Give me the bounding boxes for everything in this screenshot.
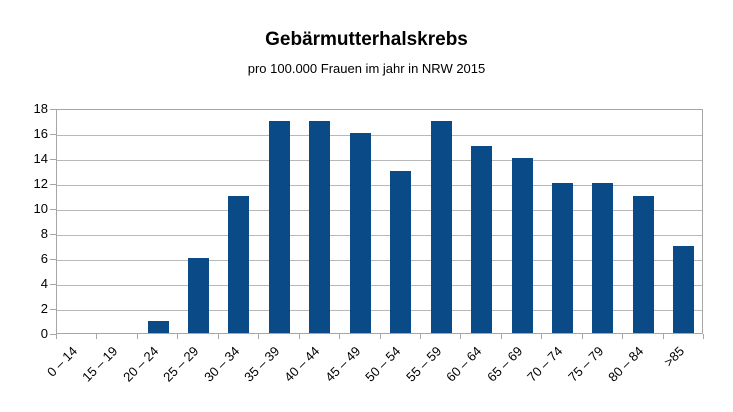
bar (228, 195, 250, 333)
x-tick (419, 334, 421, 339)
x-tick (217, 334, 219, 339)
x-tick (298, 334, 300, 339)
x-tick-label: 40 – 44 (281, 343, 323, 385)
x-tick (541, 334, 543, 339)
x-tick (56, 334, 57, 339)
x-tick (136, 334, 138, 339)
grid-line (57, 285, 702, 286)
x-tick (379, 334, 381, 339)
y-tick-label: 10 (33, 201, 48, 216)
y-tick (50, 159, 56, 160)
y-tick-label: 18 (33, 101, 48, 116)
bar (390, 170, 412, 333)
grid-line (57, 160, 702, 161)
bar (188, 258, 210, 333)
x-tick-label: 75 – 79 (564, 343, 606, 385)
y-tick-label: 16 (33, 126, 48, 141)
x-tick (460, 334, 462, 339)
bar (349, 133, 371, 333)
x-tick (622, 334, 624, 339)
y-tick-label: 6 (40, 251, 48, 266)
grid-line (57, 260, 702, 261)
chart-subtitle: pro 100.000 Frauen im jahr in NRW 2015 (247, 61, 486, 76)
y-tick (50, 209, 56, 210)
x-tick (500, 334, 502, 339)
grid-line (57, 185, 702, 186)
x-tick-label: >85 (660, 343, 687, 370)
x-tick-label: 30 – 34 (200, 343, 242, 385)
y-tick (50, 134, 56, 135)
bar (511, 158, 533, 333)
chart-title: Gebärmutterhalskrebs (265, 29, 468, 50)
y-tick (50, 334, 56, 335)
bar (551, 183, 573, 333)
y-tick-label: 4 (40, 276, 48, 291)
x-tick-label: 25 – 29 (160, 343, 202, 385)
grid-line (57, 135, 702, 136)
x-tick-label: 55 – 59 (402, 343, 445, 385)
y-tick-label: 12 (33, 176, 48, 191)
x-tick-label: 15 – 19 (79, 343, 121, 385)
x-tick (258, 334, 260, 339)
bar (430, 120, 452, 333)
bar (673, 245, 695, 333)
x-tick-label: 0 – 14 (44, 343, 81, 380)
x-tick (703, 334, 704, 339)
bar (471, 145, 493, 333)
x-tick-label: 70 – 74 (524, 343, 566, 385)
x-tick-label: 80 – 84 (605, 343, 647, 385)
y-tick (50, 184, 56, 185)
x-tick (581, 334, 583, 339)
plot-area (56, 109, 703, 334)
y-tick (50, 234, 56, 235)
y-tick-label: 8 (40, 226, 48, 241)
grid-line (57, 210, 702, 211)
grid-line (57, 310, 702, 311)
x-tick-label: 65 – 69 (483, 343, 526, 385)
y-tick-label: 2 (40, 301, 48, 316)
bar (632, 195, 654, 333)
y-tick-label: 0 (40, 326, 48, 341)
bar (268, 120, 290, 333)
grid-line (57, 235, 702, 236)
x-tick (177, 334, 179, 339)
x-tick-label: 60 – 64 (443, 343, 485, 385)
x-tick-label: 35 – 39 (241, 343, 283, 385)
x-tick-label: 50 – 54 (362, 343, 404, 385)
x-tick (339, 334, 341, 339)
x-tick (662, 334, 664, 339)
bar (592, 183, 614, 333)
x-tick (96, 334, 98, 339)
x-tick-label: 45 – 49 (322, 343, 364, 385)
y-tick (50, 309, 56, 310)
y-tick-label: 14 (33, 151, 48, 166)
y-tick (50, 259, 56, 260)
y-tick (50, 284, 56, 285)
bar (147, 320, 169, 333)
y-tick (50, 109, 56, 110)
x-tick-label: 20 – 24 (119, 343, 162, 385)
bar (309, 120, 331, 333)
